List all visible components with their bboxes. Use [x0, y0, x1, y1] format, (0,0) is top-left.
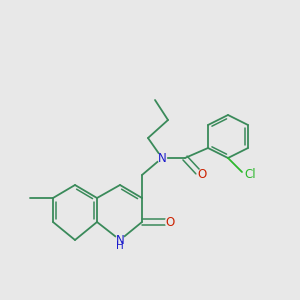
Text: N: N — [158, 152, 166, 164]
Circle shape — [116, 236, 124, 244]
Text: N: N — [116, 233, 124, 247]
Circle shape — [197, 169, 206, 178]
Circle shape — [245, 170, 254, 179]
Circle shape — [166, 218, 175, 226]
Circle shape — [158, 154, 166, 163]
Text: O: O — [165, 215, 175, 229]
Text: O: O — [197, 167, 207, 181]
Text: Cl: Cl — [244, 169, 256, 182]
Text: H: H — [116, 241, 124, 251]
